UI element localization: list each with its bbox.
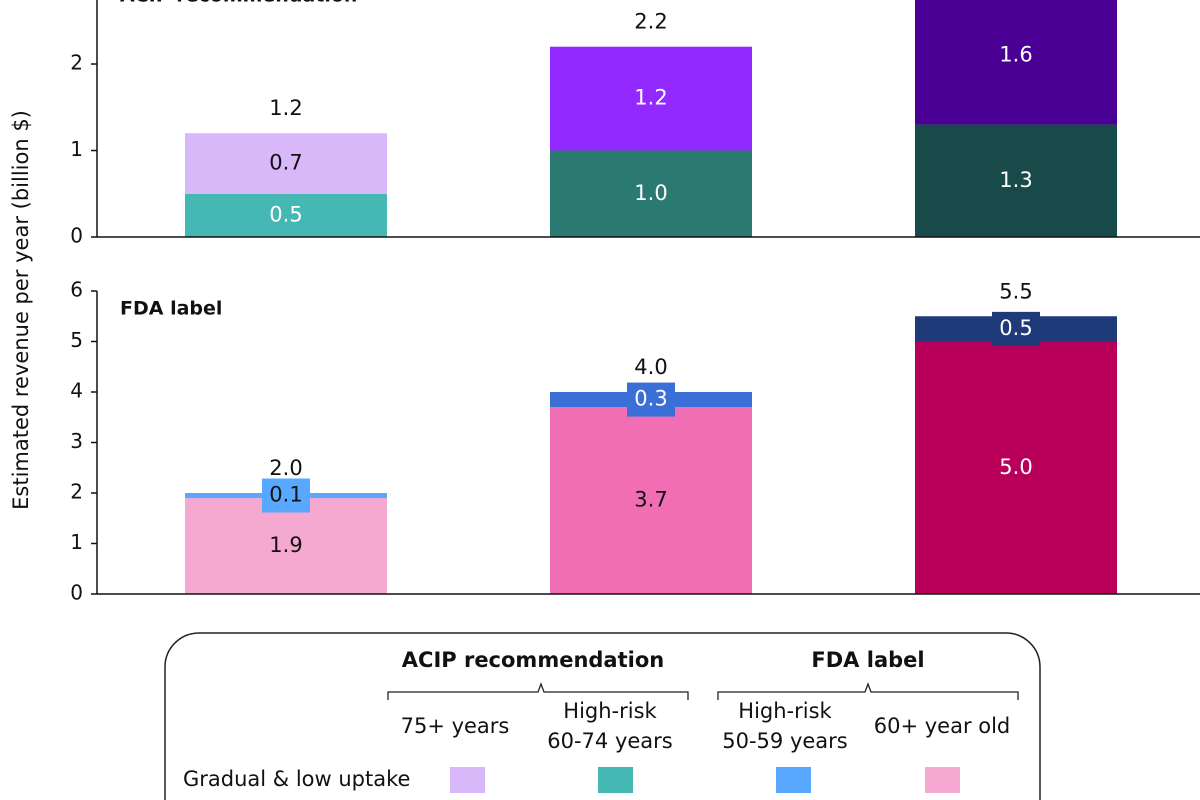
total-label: 4.0 (634, 355, 667, 379)
legend-group-title: ACIP recommendation (402, 648, 664, 672)
total-label: 2.2 (634, 10, 667, 34)
legend-item: 60-74 years (547, 729, 673, 753)
value-label: 0.5 (269, 202, 302, 226)
legend-swatch (598, 767, 633, 793)
total-label: 5.5 (999, 279, 1032, 303)
label-box (992, 311, 1040, 346)
panel-title: FDA label (120, 298, 222, 320)
value-label: 5.0 (999, 455, 1032, 479)
y-tick-label: 2 (70, 51, 83, 75)
bar-segment (185, 193, 387, 237)
value-label: 1.9 (269, 533, 302, 557)
value-label: 1.0 (634, 181, 667, 205)
legend-item: 75+ years (401, 714, 510, 738)
y-tick-label: 1 (70, 137, 83, 161)
bar-segment (185, 498, 387, 594)
bar-segment (915, 341, 1117, 594)
value-label: 1.6 (999, 42, 1032, 66)
legend-item: 60+ year old (874, 714, 1011, 738)
legend-box (164, 632, 1041, 800)
total-label: 2.0 (269, 456, 302, 480)
bar-segment (915, 124, 1117, 237)
legend-item: High-risk (563, 699, 657, 723)
y-tick-label: 4 (70, 379, 83, 403)
total-label: 1.2 (269, 96, 302, 120)
y-tick-label: 2 (70, 480, 83, 504)
legend-item: High-risk (738, 699, 832, 723)
y-axis-label: Estimated revenue per year (billion $) (9, 110, 33, 510)
label-box (627, 382, 675, 417)
legend-row-label: Gradual & low uptake (183, 767, 410, 791)
bar-segment (550, 407, 752, 594)
legend-brace (387, 682, 689, 700)
value-label: 3.7 (634, 488, 667, 512)
legend-swatch (925, 767, 960, 793)
legend-group-title: FDA label (811, 648, 924, 672)
y-tick-label: 6 (70, 278, 83, 302)
y-tick-label: 3 (70, 429, 83, 453)
legend-swatch (450, 767, 485, 793)
y-tick-label: 1 (70, 530, 83, 554)
value-label: 0.7 (269, 150, 302, 174)
panel-title: ACIP recommendation (120, 0, 357, 7)
bar-segment (550, 150, 752, 237)
legend-swatch (776, 767, 811, 793)
value-label: 0.3 (634, 387, 667, 411)
value-label: 1.3 (999, 168, 1032, 192)
label-box (262, 478, 310, 513)
y-tick-label: 0 (70, 581, 83, 605)
y-tick-label: 5 (70, 328, 83, 352)
legend-item: 50-59 years (722, 729, 848, 753)
value-label: 0.1 (269, 483, 302, 507)
legend-brace (717, 682, 1019, 700)
value-label: 0.5 (999, 316, 1032, 340)
y-tick-label: 0 (70, 224, 83, 248)
bar-segment (185, 133, 387, 194)
bar-segment (550, 46, 752, 151)
value-label: 1.2 (634, 86, 667, 110)
bar-segment (915, 0, 1117, 125)
